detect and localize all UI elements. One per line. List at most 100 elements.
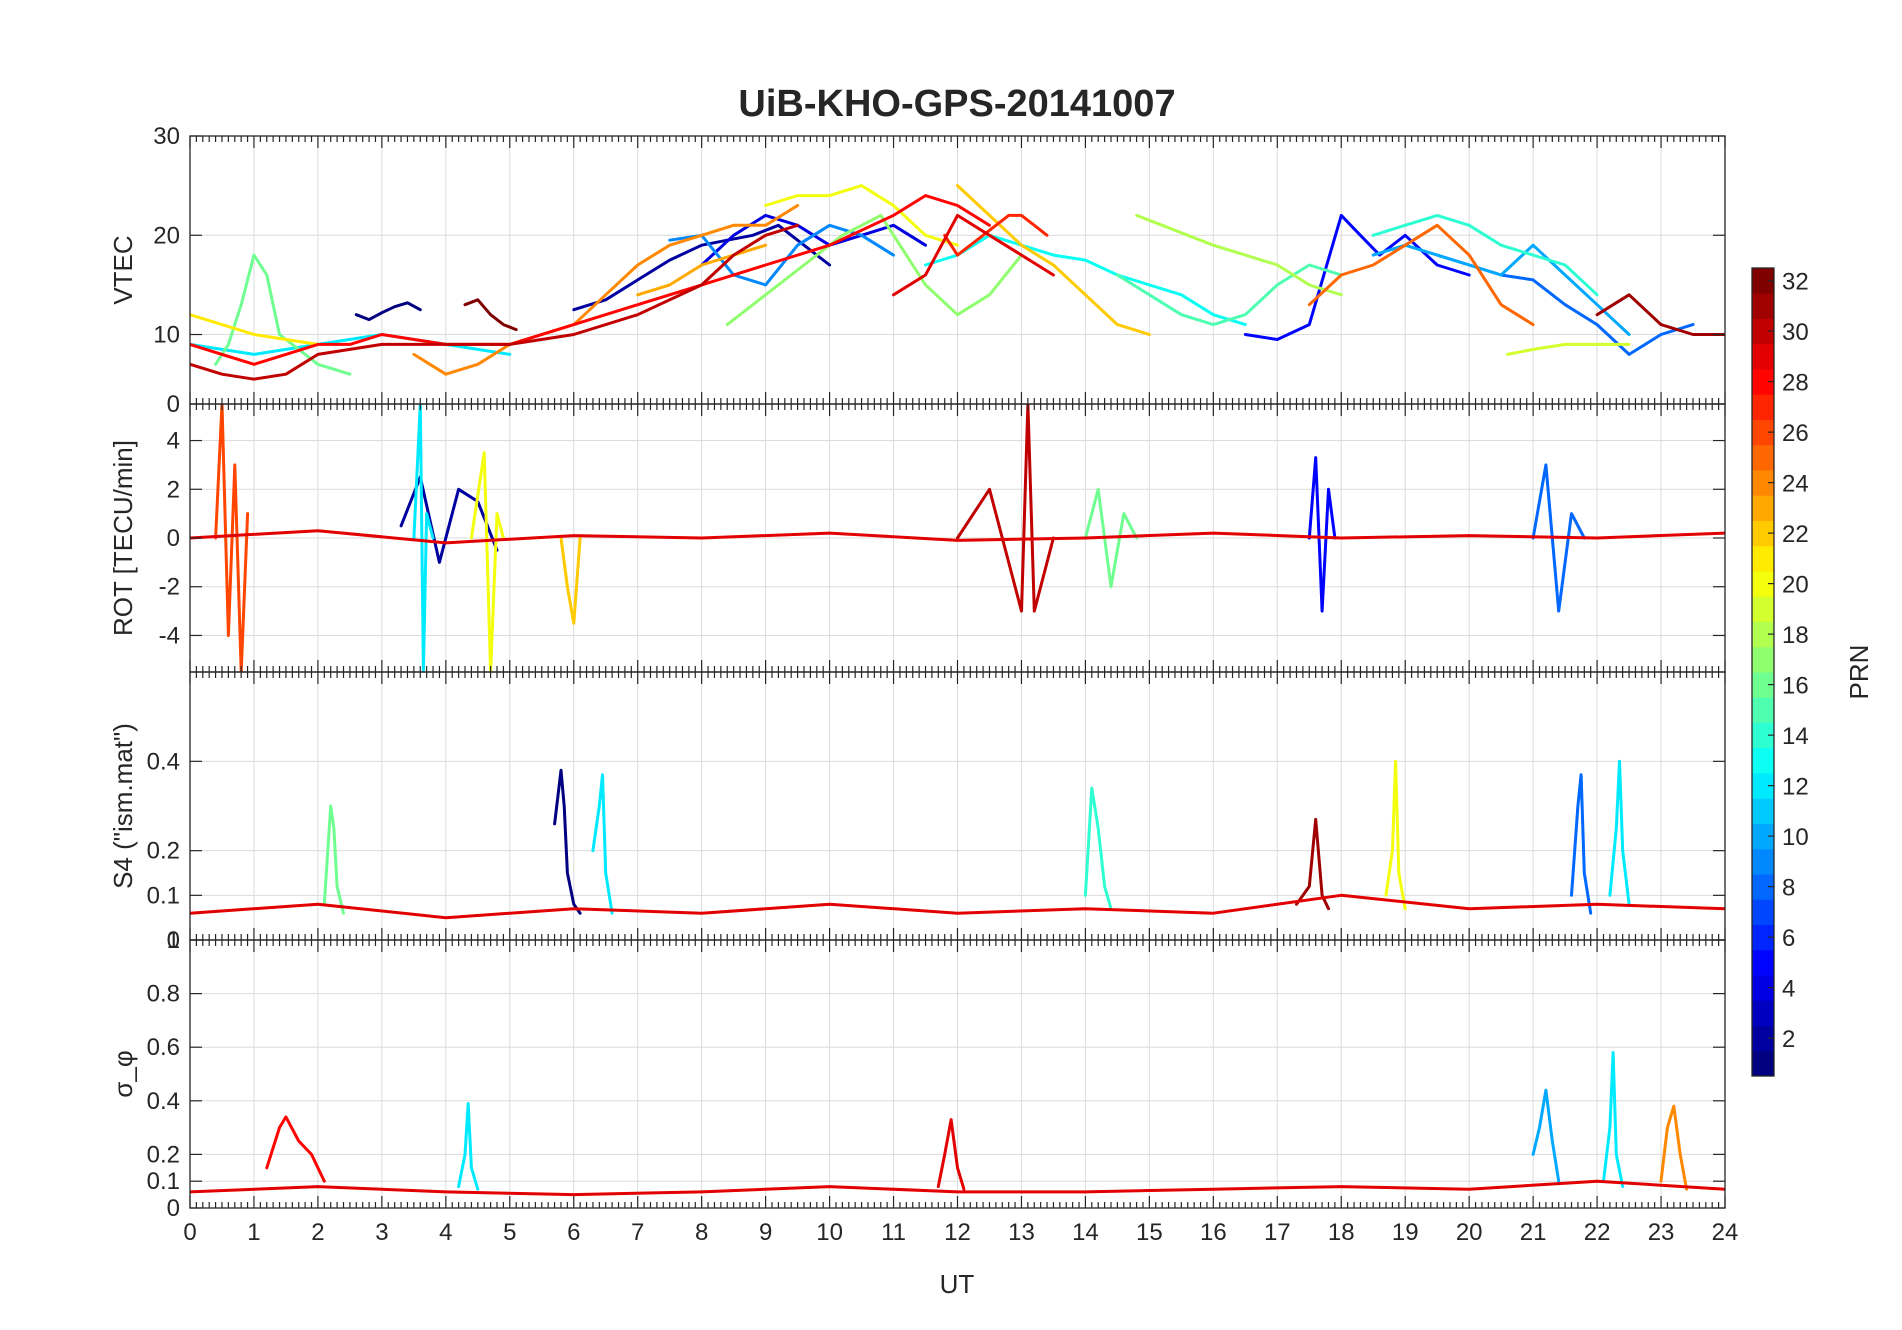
series-prn-15 (1115, 263, 1343, 327)
colorbar-tick-label: 30 (1782, 319, 1809, 346)
series-prn-18 (1135, 213, 1343, 297)
colorbar-segment (1752, 369, 1774, 395)
colorbar-segment (1752, 1050, 1774, 1077)
series-prn-12 (190, 333, 512, 356)
x-tick-label: 11 (881, 1219, 906, 1246)
colorbar-segment (1752, 773, 1774, 799)
colorbar-segment (1752, 899, 1774, 925)
x-tick-label: 6 (567, 1219, 580, 1246)
colorbar-segment (1752, 823, 1774, 850)
panel-sigma-series (190, 1051, 1725, 1197)
colorbar-segment (1752, 596, 1774, 622)
colorbar-tick-label: 16 (1782, 673, 1809, 700)
y-tick-label: 0.1 (147, 1168, 180, 1195)
colorbar-tick-label: 14 (1782, 723, 1809, 750)
series-prn-14 (1371, 213, 1599, 297)
series-prn-16 (1083, 487, 1139, 589)
colorbar-segment (1752, 394, 1774, 420)
series-prn-1 (354, 301, 422, 322)
series-prn-29 (936, 1118, 966, 1191)
x-tick-label: 5 (503, 1219, 516, 1246)
panel-s4-series (190, 759, 1725, 920)
chart-title: UiB-KHO-GPS-20141007 (738, 83, 1175, 125)
y-tick-label: 0 (167, 525, 180, 552)
series-prn-8 (1570, 773, 1593, 915)
x-tick-label: 19 (1392, 1219, 1419, 1246)
series-prn-17 (725, 213, 1023, 327)
y-tick-label: 10 (153, 322, 180, 349)
y-tick-label: -2 (159, 574, 180, 601)
y-tick-label: 0.6 (147, 1034, 180, 1061)
series-prn-31 (1295, 817, 1330, 911)
series-prn-12 (591, 773, 614, 915)
colorbar-segment (1752, 672, 1774, 698)
colorbar-segment (1752, 419, 1774, 446)
series-prn-13 (924, 233, 1247, 327)
series-prn-30 (956, 404, 1055, 613)
colorbar-segment (1752, 798, 1774, 824)
series-prn-20 (764, 184, 959, 247)
series-prn-12 (1602, 1051, 1625, 1189)
colorbar-tick-label: 4 (1782, 976, 1795, 1003)
y-tick-label: 0.4 (147, 748, 180, 775)
x-tick-label: 2 (311, 1219, 324, 1246)
colorbar-tick-label: 28 (1782, 370, 1809, 397)
panel-vtec-series (190, 184, 1725, 381)
colorbar-segment (1752, 470, 1774, 496)
colorbar-segment (1752, 545, 1774, 572)
y-tick-label: 0.2 (147, 1141, 180, 1168)
colorbar-tick-label: 10 (1782, 824, 1809, 851)
series-prn-30 (190, 223, 800, 381)
colorbar-segment (1752, 318, 1774, 345)
series-prn-16 (322, 804, 345, 915)
series-prn-29 (190, 1179, 1725, 1197)
x-tick-label: 12 (944, 1219, 971, 1246)
y-tick-label: 1 (167, 927, 180, 954)
x-tick-label: 24 (1712, 1219, 1739, 1246)
colorbar-segment (1752, 571, 1774, 597)
colorbar-tick-label: 6 (1782, 925, 1795, 952)
x-tick-label: 1 (247, 1219, 260, 1246)
series-prn-22 (559, 536, 582, 625)
x-tick-label: 13 (1008, 1219, 1035, 1246)
colorbar-tick-label: 20 (1782, 572, 1809, 599)
x-tick-label: 17 (1264, 1219, 1291, 1246)
x-tick-label: 7 (631, 1219, 644, 1246)
panel-sigma-ylabel: σ_φ (108, 1050, 138, 1097)
colorbar-tick-label: 18 (1782, 622, 1809, 649)
series-prn-24 (1659, 1104, 1689, 1191)
series-prn-20 (1384, 759, 1407, 911)
series-prn-29 (892, 213, 1055, 297)
series-prn-12 (1608, 759, 1631, 906)
y-tick-label: 0.1 (147, 882, 180, 909)
series-prn-12 (457, 1102, 480, 1191)
x-tick-label: 3 (375, 1219, 388, 1246)
colorbar-segment (1752, 924, 1774, 951)
y-tick-label: 0 (167, 1195, 180, 1222)
series-prn-24 (412, 204, 800, 376)
x-tick-label: 14 (1072, 1219, 1099, 1246)
x-axis-label: UT (940, 1269, 975, 1299)
series-prn-10 (1531, 1088, 1561, 1183)
colorbar-tick-label: 32 (1782, 269, 1809, 296)
x-tick-label: 20 (1456, 1219, 1483, 1246)
series-prn-28 (265, 1115, 326, 1183)
colorbar-segment (1752, 975, 1774, 1001)
y-tick-label: 2 (167, 476, 180, 503)
x-tick-label: 15 (1136, 1219, 1163, 1246)
series-prn-25 (1307, 223, 1535, 327)
colorbar-segment (1752, 293, 1774, 319)
series-prn-8 (1435, 253, 1695, 356)
series-prn-27 (943, 213, 1049, 257)
colorbar-tick-label: 26 (1782, 420, 1809, 447)
colorbar-segment (1752, 495, 1774, 521)
x-tick-label: 21 (1520, 1219, 1547, 1246)
x-tick-label: 23 (1648, 1219, 1675, 1246)
series-prn-28 (190, 194, 991, 366)
series-prn-22 (956, 184, 1151, 336)
series-prn-26 (214, 404, 250, 672)
colorbar-frame (1751, 267, 1775, 1077)
